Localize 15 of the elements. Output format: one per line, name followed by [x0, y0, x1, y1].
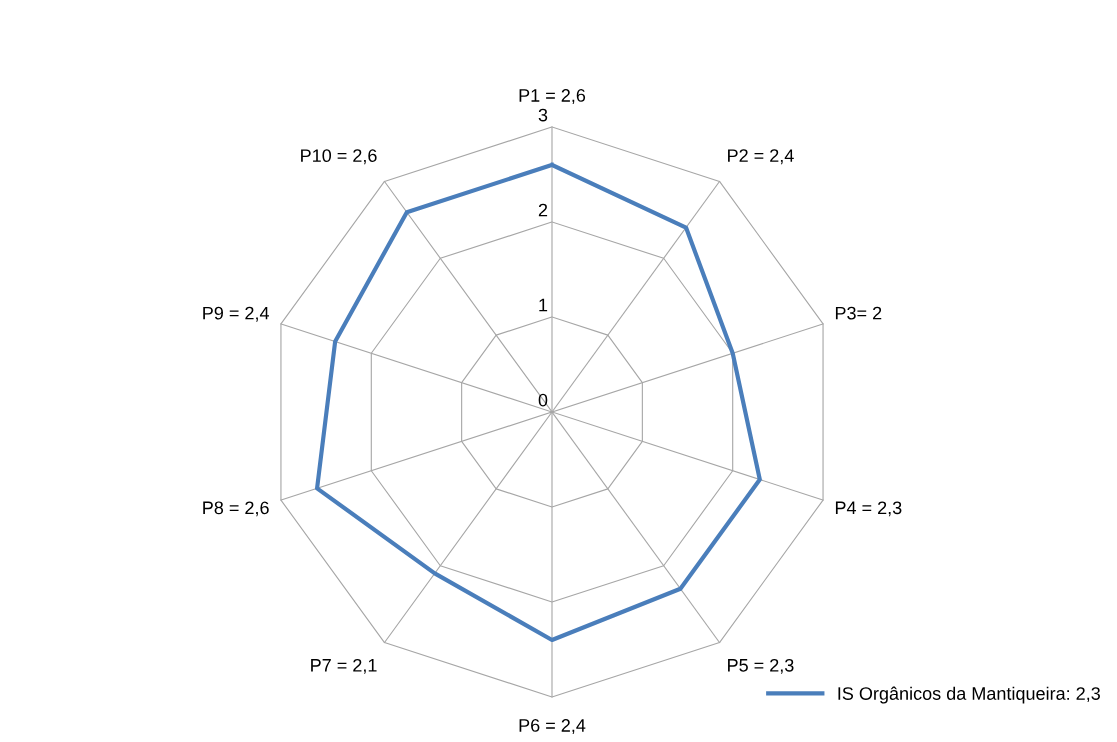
y-tick-label: 1 [539, 298, 548, 312]
spoke-label: P9 = 2,4 [203, 306, 270, 322]
legend-label: IS Orgânicos da Mantiqueira: 2,3 [838, 686, 1100, 704]
spoke-label: P10 = 2,6 [301, 149, 377, 165]
spoke-label: P1 = 2,6 [519, 89, 586, 104]
y-tick-label: 0 [538, 393, 548, 407]
spoke-label: P4 = 2,3 [835, 501, 902, 517]
spoke-label: P3= 2 [835, 306, 882, 320]
spoke-label: P7 = 2,1 [311, 658, 377, 674]
spoke-label: P8 = 2,6 [203, 501, 269, 517]
y-tick-label: 2 [538, 203, 548, 217]
y-tick-label: 3 [538, 108, 548, 122]
spoke-label: P2 = 2,4 [728, 149, 794, 165]
spoke-label: P5 = 2,3 [728, 658, 794, 674]
spoke-label: P6 = 2,4 [519, 719, 586, 734]
